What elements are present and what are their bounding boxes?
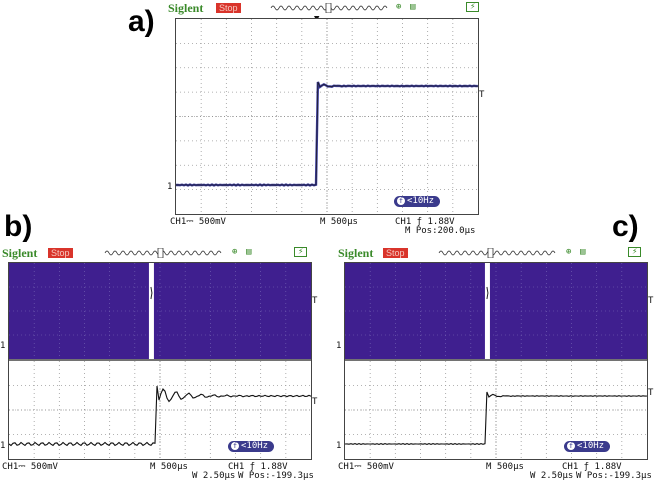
frequency-counter: f <10Hz: [564, 441, 611, 452]
waveform-trace-outline: [176, 81, 478, 186]
trigger-position-bar: [438, 248, 556, 258]
brand-label: Siglent: [168, 1, 204, 15]
panel-label-c: c): [612, 210, 639, 243]
run-stop-status[interactable]: Stop: [383, 248, 408, 258]
horizontal-position: W Pos:-199.3µs: [238, 471, 314, 481]
waveform-screen-b[interactable]: [8, 262, 312, 460]
channel-scale: CH1⎓ 500mV: [170, 217, 226, 227]
run-stop-status[interactable]: Stop: [216, 3, 241, 13]
battery-icon: ⚡: [466, 2, 480, 12]
waveform-trace: [345, 391, 647, 445]
panel-label-a: a): [128, 5, 155, 38]
graticule: [176, 19, 478, 214]
frequency-counter: f <10Hz: [394, 196, 441, 207]
timebase: M 500µs: [150, 462, 188, 472]
zoom-timebase: W 2.50µs: [192, 471, 236, 481]
battery-icon: ⚡: [294, 247, 308, 257]
trigger-setting: CH1 ƒ 1.88V: [395, 217, 455, 227]
channel-marker: 1: [0, 341, 6, 351]
channel-scale: CH1⎓ 500mV: [2, 462, 58, 472]
counter-icon: f: [231, 441, 239, 450]
horizontal-position: M Pos:200.0µs: [405, 226, 476, 236]
zoom-timebase: W 2.50µs: [530, 471, 574, 481]
timebase: M 500µs: [486, 462, 524, 472]
usb-icon: ⊕: [396, 2, 402, 12]
trigger-level-marker: T: [479, 90, 485, 100]
frequency-counter: f <10Hz: [228, 441, 275, 452]
channel-marker: 1: [167, 182, 173, 192]
graticule: [9, 361, 311, 459]
trigger-position-bar: [104, 248, 222, 258]
trigger-level-marker: T: [312, 397, 318, 407]
trigger-setting: CH1 ƒ 1.88V: [228, 462, 288, 472]
zoom-marker: [148, 263, 154, 359]
printer-icon: ▤: [410, 2, 416, 12]
trigger-position-bar: [270, 3, 388, 13]
overview-edge: [150, 286, 153, 300]
panel-label-b: b): [4, 210, 33, 243]
printer-icon: ▤: [580, 247, 586, 257]
channel-marker: 1: [336, 341, 342, 351]
usb-icon: ⊕: [232, 247, 238, 257]
graticule: [345, 361, 647, 459]
trigger-level-marker: T: [312, 296, 318, 306]
waveform-trace: [9, 385, 311, 447]
timebase: M 500µs: [320, 217, 358, 227]
channel-marker: 1: [336, 441, 342, 451]
battery-icon: ⚡: [628, 247, 642, 257]
run-stop-status[interactable]: Stop: [48, 248, 73, 258]
trigger-setting: CH1 ƒ 1.88V: [562, 462, 622, 472]
overview-graticule: [9, 263, 311, 359]
channel-marker: 1: [0, 441, 6, 451]
zoom-marker: [484, 263, 490, 359]
waveform-screen-a[interactable]: [175, 18, 479, 215]
brand-label: Siglent: [2, 246, 38, 260]
printer-icon: ▤: [246, 247, 252, 257]
trigger-level-marker: T: [648, 388, 654, 398]
horizontal-position: W Pos:-199.3µs: [576, 471, 652, 481]
waveform-screen-c[interactable]: [344, 262, 648, 460]
overview-graticule: [345, 263, 647, 359]
counter-icon: f: [397, 196, 405, 205]
overview-edge: [486, 286, 489, 300]
brand-label: Siglent: [338, 246, 374, 260]
channel-scale: CH1⎓ 500mV: [338, 462, 394, 472]
counter-icon: f: [567, 441, 575, 450]
trigger-level-marker: T: [648, 296, 654, 306]
usb-icon: ⊕: [566, 247, 572, 257]
